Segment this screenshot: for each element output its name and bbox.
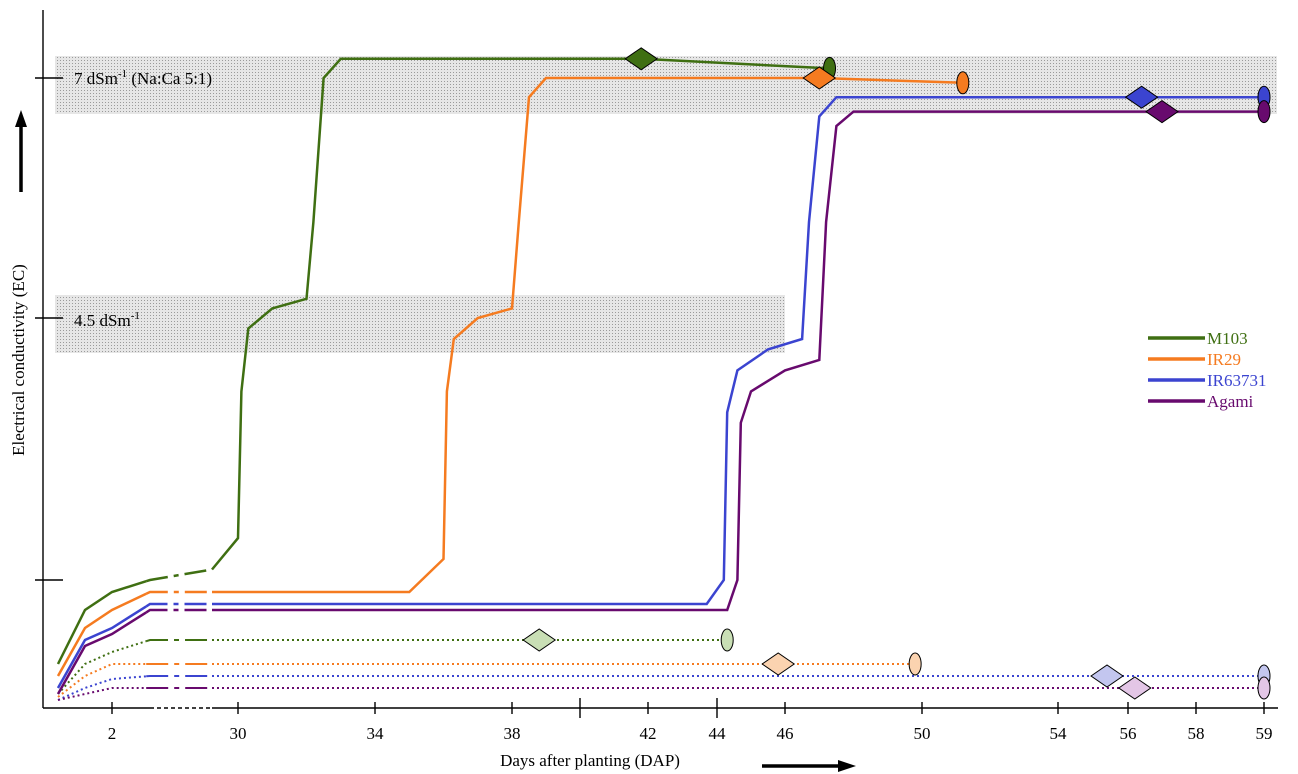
stress-curve — [211, 57, 830, 571]
x-tick-label: 54 — [1050, 724, 1068, 743]
x-tick-label: 38 — [504, 724, 521, 743]
stress-flowering-marker — [802, 66, 837, 90]
stress-flowering-marker — [1145, 99, 1179, 124]
x-tick-label: 58 — [1188, 724, 1205, 743]
legend-label: IR29 — [1207, 350, 1241, 369]
stress-curve — [56, 592, 147, 677]
control-flowering-marker — [522, 628, 557, 652]
legend-label: M103 — [1207, 329, 1248, 348]
stress-curve-break — [145, 602, 212, 608]
stress-curve-break — [145, 608, 212, 614]
control-flowering-marker — [1117, 676, 1152, 700]
band-labels: 7 dSm-1 (Na:Ca 5:1) 4.5 dSm-1 — [35, 68, 212, 581]
x-axis-title: Days after planting (DAP) — [500, 751, 680, 770]
x-tick-label: 44 — [709, 724, 727, 743]
stress-curve — [212, 95, 1264, 606]
band-label: 7 dSm-1 (Na:Ca 5:1) — [74, 68, 212, 88]
stress-flowering-marker — [624, 47, 659, 71]
y-axis-arrow — [15, 110, 27, 192]
x-tick-label: 56 — [1120, 724, 1137, 743]
control-flowering-marker — [761, 652, 796, 676]
band-label: 4.5 dSm-1 — [74, 310, 140, 330]
stress-curve — [212, 110, 1264, 612]
control-maturity-marker — [1257, 676, 1271, 700]
x-tick-label: 34 — [367, 724, 385, 743]
x-ticks: 2 30 34 38 42 44 46 50 54 56 58 59 — [108, 698, 1273, 743]
legend: M103 IR29 IR63731 Agami — [1148, 329, 1267, 411]
series-markers — [522, 47, 1271, 700]
legend-label: IR63731 — [1207, 371, 1267, 390]
control-curve — [57, 687, 147, 701]
threshold-band — [55, 56, 1277, 114]
stress-curve-break — [145, 568, 213, 583]
stress-curve — [212, 76, 963, 594]
control-curve-break — [145, 639, 212, 643]
control-curve — [57, 663, 147, 698]
stress-maturity-marker — [956, 71, 970, 95]
x-tick-label: 30 — [230, 724, 247, 743]
control-maturity-marker — [720, 628, 734, 652]
control-curve — [57, 675, 147, 701]
legend-label: Agami — [1207, 392, 1254, 411]
control-maturity-marker — [908, 652, 922, 676]
stress-flowering-marker — [1124, 85, 1159, 109]
stress-curve — [56, 611, 147, 695]
y-axis-title: Electrical conductivity (EC) — [9, 264, 28, 456]
x-tick-label: 42 — [640, 724, 657, 743]
x-tick-label: 50 — [914, 724, 931, 743]
x-axis-arrow — [762, 760, 856, 772]
axes — [42, 10, 1278, 709]
x-tick-label: 59 — [1256, 724, 1273, 743]
threshold-band — [55, 295, 785, 353]
stress-curve-break — [145, 590, 212, 595]
x-tick-label: 46 — [777, 724, 794, 743]
stress-curve — [56, 605, 147, 689]
control-flowering-marker — [1090, 664, 1124, 688]
x-tick-label: 2 — [108, 724, 117, 743]
stress-maturity-marker — [1257, 100, 1271, 124]
stress-curve — [56, 580, 147, 665]
series-curves — [56, 57, 1264, 701]
control-curve — [57, 640, 147, 695]
threshold-bands — [55, 56, 1277, 353]
